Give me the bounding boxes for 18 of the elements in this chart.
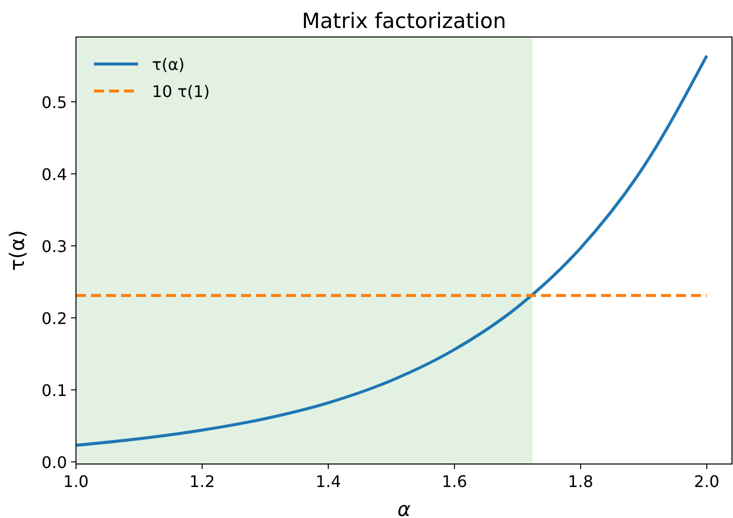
y-tick-label: 0.5 — [42, 92, 67, 112]
x-tick-label: 2.0 — [694, 472, 720, 491]
x-tick-label: 1.6 — [442, 472, 468, 491]
line-series — [74, 54, 708, 447]
legend-label: τ(α) — [152, 55, 185, 74]
y-tick-label: 0.4 — [42, 164, 67, 184]
y-tick-label: 0.1 — [42, 380, 67, 400]
y-axis-title: τ(α) — [5, 230, 29, 271]
chart-title: Matrix factorization — [302, 9, 506, 33]
x-tick-label: 1.0 — [63, 472, 89, 491]
x-axis-title: α — [397, 497, 411, 518]
y-tick-label: 0.0 — [42, 452, 67, 472]
y-tick-label: 0.3 — [42, 236, 67, 256]
x-tick-label: 1.4 — [316, 472, 342, 491]
legend-label: 10 τ(1) — [152, 82, 210, 101]
y-tick-label: 0.2 — [42, 308, 67, 328]
x-tick-label: 1.2 — [189, 472, 215, 491]
x-tick-label: 1.8 — [568, 472, 594, 491]
